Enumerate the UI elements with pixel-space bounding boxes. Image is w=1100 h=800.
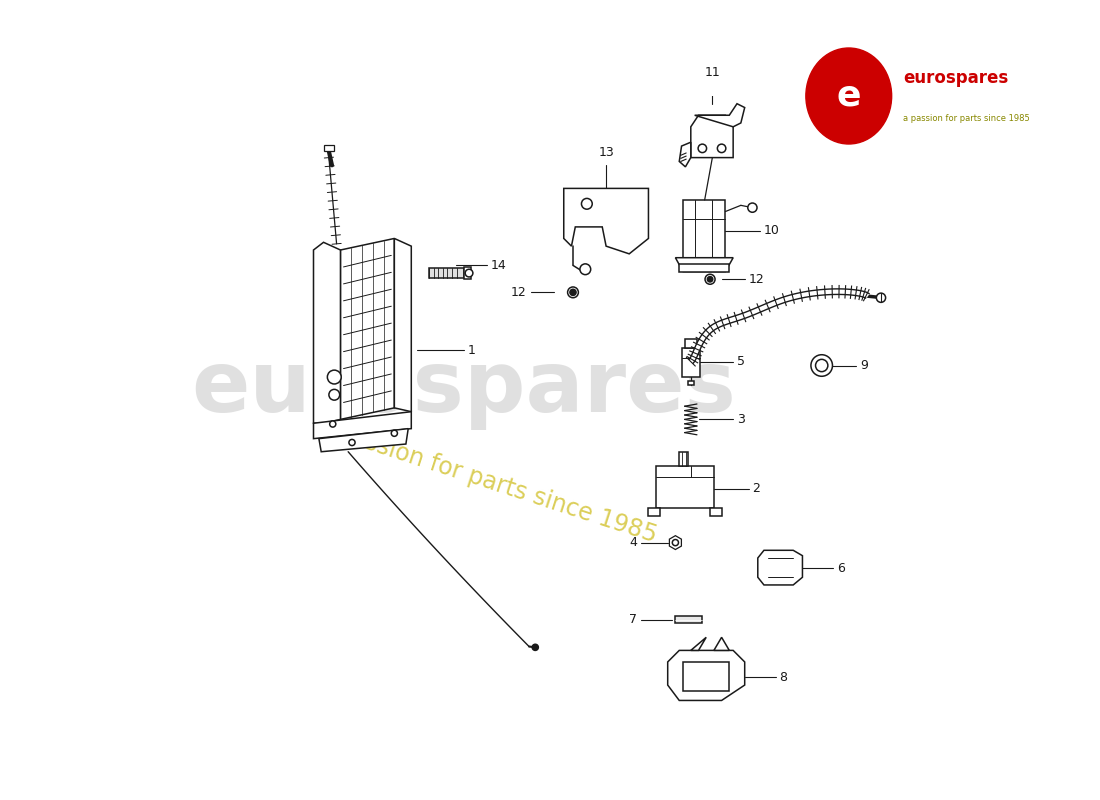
Circle shape: [705, 274, 715, 284]
Polygon shape: [314, 242, 341, 423]
Text: 6: 6: [837, 562, 845, 574]
Bar: [464, 267, 472, 279]
Circle shape: [707, 277, 713, 282]
Circle shape: [717, 144, 726, 153]
Polygon shape: [680, 142, 691, 167]
Text: 1: 1: [468, 344, 475, 357]
Circle shape: [748, 203, 757, 212]
Polygon shape: [670, 536, 681, 550]
Text: 9: 9: [860, 359, 868, 372]
Circle shape: [328, 370, 341, 384]
Circle shape: [570, 290, 576, 295]
Text: eurospares: eurospares: [903, 70, 1009, 87]
Text: 8: 8: [779, 671, 788, 684]
Text: 4: 4: [629, 536, 637, 549]
Bar: [649, 508, 660, 516]
Text: 12: 12: [512, 286, 527, 299]
Circle shape: [815, 359, 828, 372]
Bar: [680, 264, 729, 271]
Polygon shape: [691, 638, 706, 650]
Polygon shape: [695, 104, 745, 126]
Bar: [675, 616, 702, 623]
Text: 7: 7: [629, 613, 637, 626]
Bar: [680, 452, 689, 466]
Text: 5: 5: [737, 355, 745, 368]
Polygon shape: [758, 550, 802, 585]
Polygon shape: [714, 638, 729, 650]
Bar: [711, 508, 722, 516]
Circle shape: [806, 48, 892, 144]
Polygon shape: [668, 650, 745, 701]
Bar: [683, 200, 726, 258]
Polygon shape: [656, 466, 714, 508]
Text: 3: 3: [737, 413, 745, 426]
Polygon shape: [341, 238, 395, 419]
Circle shape: [532, 644, 538, 650]
Text: e: e: [836, 79, 861, 113]
Bar: [683, 662, 729, 691]
Polygon shape: [675, 258, 733, 271]
Text: a passion for parts since 1985: a passion for parts since 1985: [903, 114, 1030, 123]
Text: 10: 10: [763, 224, 780, 238]
Circle shape: [329, 390, 340, 400]
Circle shape: [392, 430, 397, 436]
Polygon shape: [429, 269, 464, 278]
Circle shape: [580, 264, 591, 274]
Circle shape: [811, 354, 833, 376]
Text: 11: 11: [704, 66, 720, 79]
Text: 14: 14: [491, 259, 506, 272]
Circle shape: [698, 144, 706, 153]
Bar: [688, 381, 694, 385]
Text: 2: 2: [752, 482, 760, 495]
Circle shape: [568, 287, 579, 298]
Text: 12: 12: [748, 273, 764, 286]
Circle shape: [672, 539, 679, 546]
Text: a passion for parts since 1985: a passion for parts since 1985: [314, 414, 660, 547]
Bar: [684, 338, 697, 348]
Circle shape: [349, 439, 355, 446]
Circle shape: [330, 421, 336, 427]
Circle shape: [465, 270, 473, 277]
Polygon shape: [319, 429, 408, 452]
Polygon shape: [691, 115, 733, 158]
Polygon shape: [563, 188, 649, 254]
Text: 13: 13: [598, 146, 614, 159]
Circle shape: [582, 198, 592, 209]
Polygon shape: [395, 238, 411, 412]
Circle shape: [877, 293, 886, 302]
Bar: [324, 146, 333, 151]
Bar: [682, 348, 700, 377]
Polygon shape: [314, 412, 411, 438]
Text: eurospares: eurospares: [191, 347, 736, 430]
